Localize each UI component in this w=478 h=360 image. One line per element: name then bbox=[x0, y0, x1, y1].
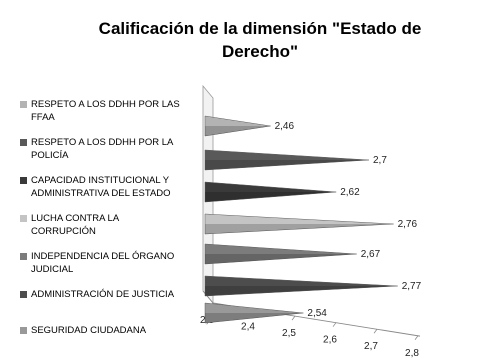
legend-label-line: RESPETO A LOS DDHH POR LA bbox=[31, 137, 174, 148]
legend-label-line: POLICÍA bbox=[31, 150, 69, 161]
chart-title: Calificación de la dimensión "Estado de … bbox=[60, 17, 460, 63]
legend-swatch bbox=[20, 101, 27, 108]
bar-cone-shade bbox=[205, 224, 394, 234]
depth-axis-line bbox=[202, 290, 214, 304]
legend-label-line: JUDICIAL bbox=[31, 264, 74, 275]
legend-label: INDEPENDENCIA DEL ÓRGANO JUDICIAL bbox=[31, 250, 174, 276]
x-tick bbox=[414, 335, 419, 341]
bar-cone-shade bbox=[205, 254, 357, 264]
bar-cone-shade bbox=[205, 160, 369, 170]
legend-item: CAPACIDAD INSTITUCIONAL Y ADMINISTRATIVA … bbox=[20, 174, 200, 200]
x-tick-label: 2,6 bbox=[323, 335, 337, 346]
data-label: 2,77 bbox=[402, 281, 422, 292]
legend-item: SEGURIDAD CIUDADANA bbox=[20, 324, 200, 337]
data-label: 2,54 bbox=[307, 308, 327, 319]
bar-cone bbox=[204, 213, 394, 235]
data-label: 2,67 bbox=[361, 249, 381, 260]
bar-cone-shade bbox=[205, 286, 398, 296]
x-tick bbox=[332, 322, 337, 327]
legend-item: ADMINISTRACIÓN DE JUSTICIA bbox=[20, 288, 200, 301]
x-tick bbox=[291, 315, 296, 321]
legend-label-line: LUCHA CONTRA LA bbox=[31, 213, 120, 224]
data-label: 2,46 bbox=[275, 121, 295, 132]
data-label: 2,7 bbox=[373, 155, 387, 166]
legend-item: RESPETO A LOS DDHH POR LA POLICÍA bbox=[20, 136, 200, 162]
x-tick bbox=[373, 328, 378, 334]
legend-item: RESPETO A LOS DDHH POR LAS FFAA bbox=[20, 98, 200, 124]
legend-label: RESPETO A LOS DDHH POR LA POLICÍA bbox=[31, 136, 173, 162]
bar-cone bbox=[204, 243, 357, 265]
legend-label: CAPACIDAD INSTITUCIONAL Y ADMINISTRATIVA … bbox=[31, 174, 171, 200]
legend-label: ADMINISTRACIÓN DE JUSTICIA bbox=[31, 288, 174, 301]
bar-cone bbox=[204, 302, 304, 324]
bar-cone bbox=[204, 115, 271, 137]
legend-swatch bbox=[20, 253, 27, 260]
bar-cone-shade bbox=[205, 126, 271, 136]
legend-swatch bbox=[20, 177, 27, 184]
legend-label-line: RESPETO A LOS DDHH POR LAS bbox=[31, 99, 180, 110]
legend-label: SEGURIDAD CIUDADANA bbox=[31, 324, 146, 337]
legend-swatch bbox=[20, 139, 27, 146]
x-tick-label: 2,5 bbox=[282, 328, 296, 339]
legend-label: LUCHA CONTRA LA CORRUPCIÓN bbox=[31, 212, 119, 238]
bar-cone-shade bbox=[205, 192, 337, 202]
legend-item: INDEPENDENCIA DEL ÓRGANO JUDICIAL bbox=[20, 250, 200, 276]
legend-swatch bbox=[20, 327, 27, 334]
data-label: 2,62 bbox=[340, 187, 360, 198]
legend-label: RESPETO A LOS DDHH POR LAS FFAA bbox=[31, 98, 180, 124]
legend-swatch bbox=[20, 215, 27, 222]
legend-item: LUCHA CONTRA LA CORRUPCIÓN bbox=[20, 212, 200, 238]
x-tick-label: 2,7 bbox=[364, 341, 378, 352]
legend-label-line: ADMINISTRACIÓN DE JUSTICIA bbox=[31, 289, 175, 300]
x-tick-label: 2,4 bbox=[241, 322, 255, 333]
chart-title-line-2: Derecho" bbox=[221, 42, 299, 61]
data-label: 2,76 bbox=[398, 219, 418, 230]
legend-label-line: INDEPENDENCIA DEL ÓRGANO bbox=[31, 251, 175, 262]
legend-label-line: ADMINISTRATIVA DEL ESTADO bbox=[31, 188, 171, 199]
legend-label-line: CAPACIDAD INSTITUCIONAL Y bbox=[31, 175, 170, 186]
chart-title-line-1: Calificación de la dimensión "Estado de bbox=[98, 19, 422, 38]
legend-label-line: FFAA bbox=[31, 112, 55, 123]
bar-cone bbox=[204, 149, 370, 171]
bar-cone bbox=[204, 275, 398, 297]
bar-cone bbox=[204, 181, 337, 203]
legend-swatch bbox=[20, 291, 27, 298]
x-tick-label: 2,8 bbox=[405, 348, 419, 359]
legend-label-line: CORRUPCIÓN bbox=[31, 226, 96, 237]
bar-cone-shade bbox=[205, 313, 304, 323]
legend-label-line: SEGURIDAD CIUDADANA bbox=[31, 325, 147, 336]
